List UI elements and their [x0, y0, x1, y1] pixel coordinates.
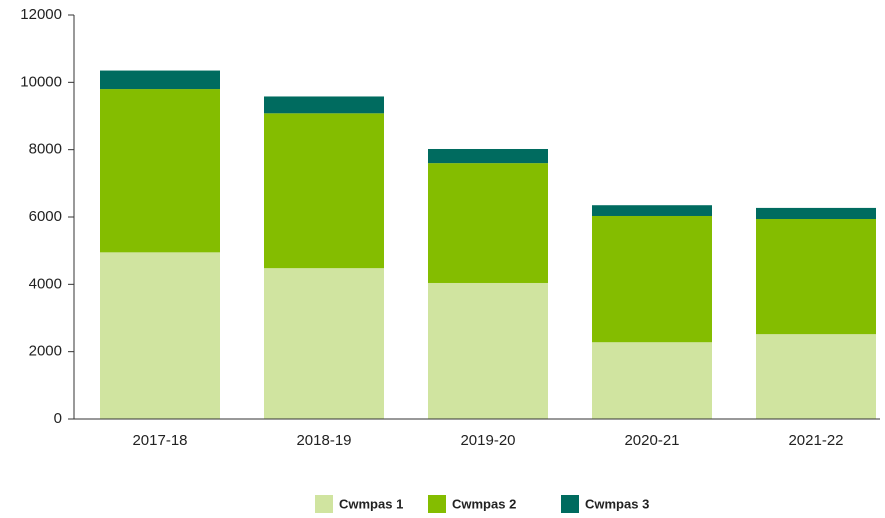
bar-segment: [756, 219, 876, 335]
y-tick-label: 2000: [29, 343, 62, 360]
bar-segment: [428, 148, 548, 164]
x-tick-label: 2018-19: [296, 432, 351, 449]
y-tick-label: 4000: [29, 275, 62, 292]
y-tick-label: 0: [54, 410, 62, 427]
legend-swatch: [561, 495, 579, 513]
bar-segment: [592, 205, 712, 216]
y-tick-label: 6000: [29, 208, 62, 225]
bar-segment: [264, 113, 384, 269]
legend-label: Cwmpas 3: [585, 496, 649, 511]
legend-swatch: [428, 495, 446, 513]
y-tick-label: 12000: [20, 6, 62, 23]
y-tick-label: 10000: [20, 73, 62, 90]
bar-segment: [756, 334, 876, 419]
legend-swatch: [315, 495, 333, 513]
bar-segment: [592, 215, 712, 343]
bar-segment: [100, 252, 220, 419]
x-tick-label: 2021-22: [788, 432, 843, 449]
legend-label: Cwmpas 1: [339, 496, 403, 511]
bar-segment: [264, 96, 384, 114]
x-tick-label: 2019-20: [460, 432, 515, 449]
y-tick-label: 8000: [29, 141, 62, 158]
bar-segment: [100, 70, 220, 90]
bar-segment: [428, 163, 548, 283]
bar-segment: [756, 207, 876, 220]
bar-segment: [428, 282, 548, 419]
x-tick-label: 2017-18: [132, 432, 187, 449]
legend-label: Cwmpas 2: [452, 496, 516, 511]
x-tick-label: 2020-21: [624, 432, 679, 449]
bar-segment: [592, 342, 712, 419]
bar-segment: [100, 89, 220, 253]
bar-segment: [264, 268, 384, 419]
